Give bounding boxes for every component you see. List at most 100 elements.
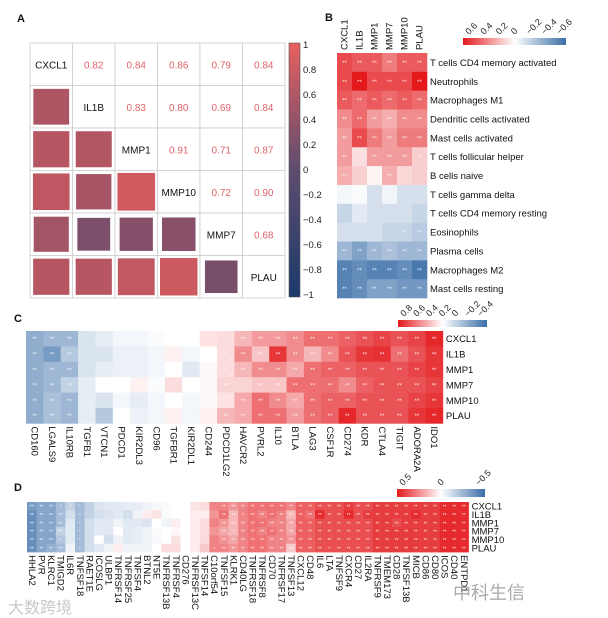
d-cell [315,535,325,545]
b-cell [367,279,383,299]
corr-cell [114,42,158,86]
d-significance: ** [337,521,341,527]
c-col-label: TIGIT [393,426,404,450]
d-row-label: MMP1 [472,518,499,529]
d-significance: ** [231,538,235,544]
d-cell [372,543,383,553]
d-cell [209,502,220,511]
d-cell [75,535,85,545]
d-cell [430,510,441,519]
d-cell [411,535,421,545]
d-cell [190,535,201,545]
c-significance: ** [258,414,263,420]
d-cell [219,535,229,545]
d-col-label: CXCR4 [343,555,354,587]
b-cell [397,184,413,205]
d-significance: * [79,538,81,544]
c-significance: ** [397,399,402,405]
b-cell [382,109,398,129]
b-cell [412,109,428,129]
d-cell [382,543,393,553]
b-cell [367,147,383,167]
d-significance: ** [337,546,341,552]
d-col-label: HHLA2 [26,555,37,586]
d-significance: ** [423,538,427,544]
corr-square [33,131,70,168]
a-colorbar-tick: 1 [303,40,308,51]
c-col-label: CTLA4 [376,426,387,456]
b-significance: ** [372,61,377,67]
c-cell [78,392,96,409]
d-cell [94,535,105,545]
b-significance: ** [402,268,407,274]
d-cell [391,502,402,511]
c-cell [112,408,131,424]
d-cell [219,510,229,519]
c-cell [425,392,444,409]
c-cell [321,346,339,363]
b-significance: ** [387,268,392,274]
c-significance: ** [345,414,350,420]
d-cell [247,502,258,511]
d-cell [449,535,460,545]
b-colorbar-tick: 0.2 [494,20,510,36]
b-cell [382,279,398,299]
c-significance: ** [50,337,55,343]
c-cell [60,346,79,363]
d-significance: ** [452,521,456,527]
d-significance: ** [423,513,427,519]
d-cell [36,527,47,536]
c-significance: ** [328,414,333,420]
b-cell [352,166,368,186]
d-significance: ** [385,513,389,519]
c-significance: ** [32,368,37,374]
b-cell [412,147,428,167]
c-significance: * [225,353,228,359]
d-cell [199,527,210,536]
d-cell [411,510,421,519]
d-col-label: CXCL12 [295,555,306,591]
c-significance: * [242,383,245,389]
c-cell [130,331,148,347]
d-cell [103,502,114,511]
d-significance: ** [385,521,389,527]
c-col-label: IL10RB [63,426,74,458]
c-significance: ** [345,337,350,343]
c-significance: ** [258,368,263,374]
b-cell [412,166,428,186]
d-significance: ** [414,546,418,552]
d-cell [439,527,450,536]
d-colorbar-tick: 0 [435,477,446,488]
d-col-label: C10orf54 [208,555,219,594]
d-col-label: TNFRSF18 [247,555,258,603]
c-significance: ** [362,414,367,420]
c-significance: ** [362,368,367,374]
c-cell [78,331,96,347]
d-significance: ** [375,538,379,544]
d-cell [276,502,287,511]
c-significance: ** [276,414,281,420]
corr-value: 0.84 [254,103,274,114]
corr-value: 0.90 [254,188,274,199]
b-significance: ** [402,249,407,255]
b-cell [382,203,398,223]
corr-square [75,131,112,168]
c-cell [78,346,96,363]
c-significance: ** [67,414,72,420]
d-significance: ** [327,530,331,536]
c-cell [234,377,253,393]
d-cell [401,543,412,553]
b-significance: ** [357,249,362,255]
b-row-label: Eosinophils [430,228,479,239]
b-significance: ** [417,61,422,67]
b-col-label: MMP10 [400,17,411,50]
d-cell [180,518,191,528]
c-cell [286,408,305,424]
d-significance: ** [366,521,370,527]
c-cell [408,331,426,347]
c-cell [425,361,444,378]
panel-c-label: C [14,313,22,325]
b-cell [337,109,353,129]
d-cell [161,543,172,553]
d-cell [142,510,153,519]
